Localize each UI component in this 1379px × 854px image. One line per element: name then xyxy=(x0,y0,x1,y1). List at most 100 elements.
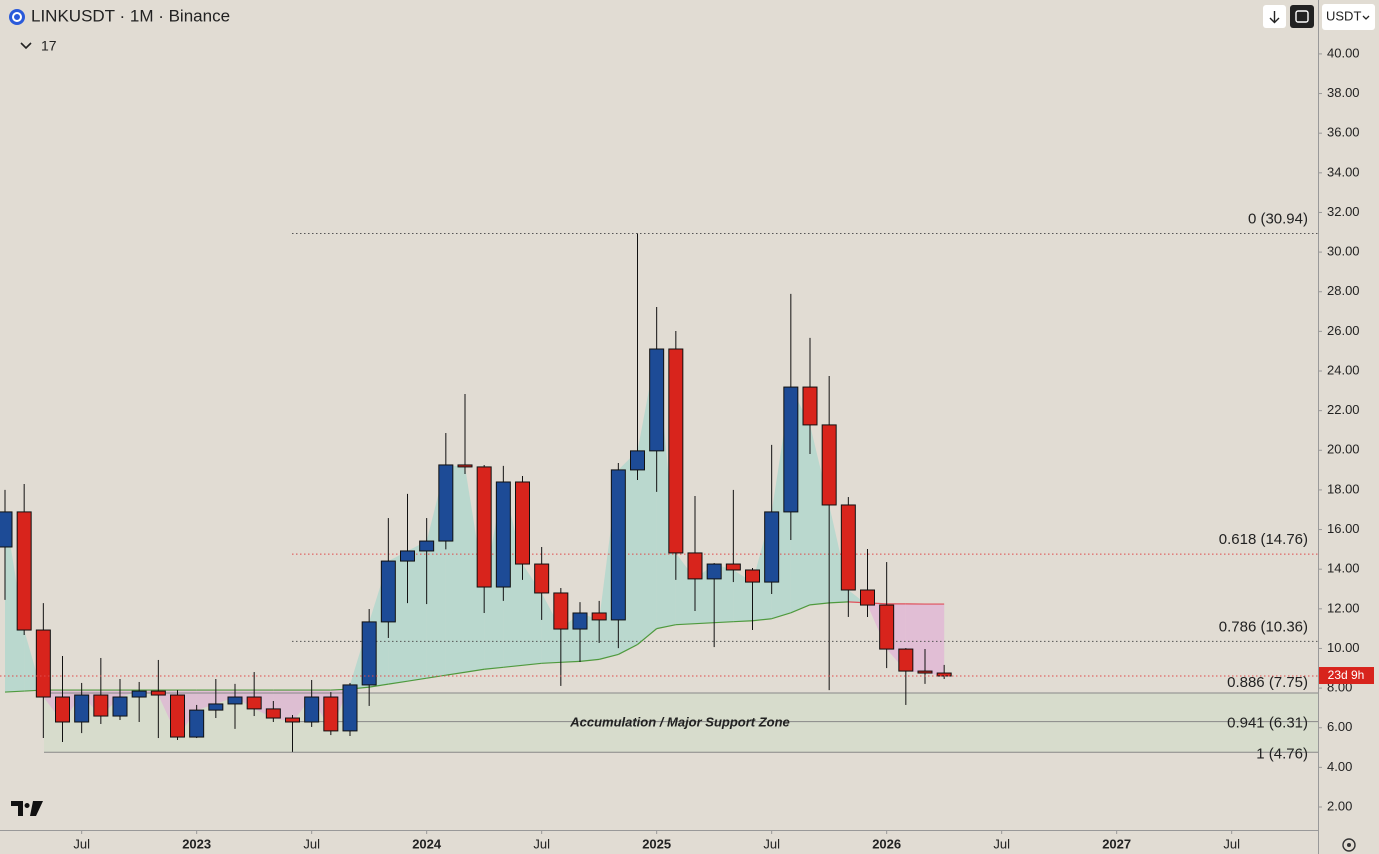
candle-body xyxy=(898,648,914,672)
countdown-label: 23d 9h xyxy=(1328,668,1365,682)
candle-body xyxy=(649,348,665,452)
y-tick-label: 4.00 xyxy=(1327,759,1352,774)
ma-line xyxy=(618,643,638,655)
candle-body xyxy=(438,464,454,542)
symbol-logo xyxy=(9,9,25,25)
candle-body xyxy=(131,690,147,698)
fib-level-label: 0.618 (14.76) xyxy=(1219,531,1308,548)
y-tick-label: 24.00 xyxy=(1327,362,1360,377)
candle-body xyxy=(0,511,13,548)
ma-line xyxy=(541,661,561,664)
settings-button[interactable] xyxy=(1342,838,1356,852)
candle-body xyxy=(879,604,895,650)
ma-line xyxy=(752,618,772,622)
indicator-toggle[interactable] xyxy=(20,42,32,50)
ma-cloud xyxy=(465,466,485,673)
ma-line xyxy=(464,668,485,673)
symbol-title[interactable]: LINKUSDT · 1M · Binance xyxy=(31,6,230,25)
ma-line xyxy=(714,621,734,624)
candle-body xyxy=(572,612,588,630)
x-tick-label: Jul xyxy=(73,836,90,851)
candle-body xyxy=(150,690,166,696)
ma-line xyxy=(637,628,658,645)
tv-logo xyxy=(11,801,43,816)
ma-cloud xyxy=(810,424,830,605)
plot: 0 (30.94) 0.618 (14.76) 0.786 (10.36) 0.886… xyxy=(0,210,1318,762)
x-tick-label: Jul xyxy=(993,836,1010,851)
y-tick-label: 40.00 xyxy=(1327,45,1360,60)
y-tick-label: 6.00 xyxy=(1327,719,1352,734)
ma-line xyxy=(733,620,753,623)
symbol-logo-mark xyxy=(12,12,22,22)
candle-body xyxy=(265,708,281,719)
candle-body xyxy=(112,696,128,717)
x-tick-label: Jul xyxy=(763,836,780,851)
zone-annotation: Accumulation / Major Support Zone xyxy=(569,714,790,729)
candle-body xyxy=(246,696,262,710)
y-tick-label: 22.00 xyxy=(1327,402,1360,417)
ma-cloud xyxy=(541,592,561,664)
fib-level-label: 0.941 (6.31) xyxy=(1227,715,1308,732)
candle-body xyxy=(304,696,320,723)
ma-cloud xyxy=(733,569,753,622)
candle-body xyxy=(764,511,780,583)
y-tick-label: 18.00 xyxy=(1327,481,1360,496)
x-tick-label: Jul xyxy=(533,836,550,851)
candle-body xyxy=(802,386,818,426)
countdown-badge xyxy=(1319,667,1374,685)
candle-body xyxy=(495,481,511,588)
ma-line xyxy=(675,623,696,626)
candle-body xyxy=(74,694,90,723)
candle-body xyxy=(591,612,607,621)
candle-body xyxy=(534,563,550,594)
ma-line xyxy=(484,666,504,670)
ma-line xyxy=(790,604,811,614)
currency-button[interactable] xyxy=(1322,4,1375,30)
candle-body xyxy=(380,560,396,623)
y-tick-label: 16.00 xyxy=(1327,521,1360,536)
ma-line xyxy=(388,680,408,685)
candle-body xyxy=(687,552,703,580)
ma-line xyxy=(445,671,466,676)
candle-body xyxy=(419,540,435,552)
candle-body xyxy=(630,450,645,471)
candle-body xyxy=(783,386,799,513)
x-tick-label: 2024 xyxy=(412,836,442,851)
ma-line xyxy=(522,662,542,666)
candle-body xyxy=(917,670,933,674)
y-tick-label: 30.00 xyxy=(1327,244,1360,259)
ma-line xyxy=(694,622,715,625)
download-icon xyxy=(1269,11,1280,24)
ma-line xyxy=(656,624,676,630)
indicator-count[interactable]: 17 xyxy=(41,38,57,54)
candle-body xyxy=(361,621,377,686)
fib-level-label: 0 (30.94) xyxy=(1248,210,1308,227)
y-tick-label: 34.00 xyxy=(1327,164,1360,179)
layout-icon xyxy=(1295,10,1309,23)
x-tick-label: 2027 xyxy=(1102,836,1131,851)
x-tick-label: Jul xyxy=(303,836,320,851)
y-tick-label: 38.00 xyxy=(1327,85,1360,100)
ma-line xyxy=(4,690,25,693)
candle-body xyxy=(668,348,684,554)
ma-line xyxy=(829,601,849,604)
ma-line xyxy=(503,664,523,668)
candle-body xyxy=(323,696,339,732)
candle-body xyxy=(840,504,856,591)
ma-cloud xyxy=(675,552,695,625)
currency-label: USDT xyxy=(1326,8,1361,23)
candle-body xyxy=(189,709,205,738)
fib-level-label: 1 (4.76) xyxy=(1256,745,1308,762)
y-tick-label: 12.00 xyxy=(1327,600,1360,615)
ma-line xyxy=(599,653,619,660)
candle-body xyxy=(553,592,569,630)
y-tick-label: 36.00 xyxy=(1327,125,1360,140)
ma-cloud xyxy=(407,541,427,682)
x-tick-label: 2025 xyxy=(642,836,671,851)
layout-button[interactable] xyxy=(1290,5,1314,28)
ma-line xyxy=(407,677,427,682)
candle-body xyxy=(476,466,492,588)
ma-cloud xyxy=(5,511,25,693)
y-tick-label: 10.00 xyxy=(1327,640,1360,655)
y-tick-label: 32.00 xyxy=(1327,204,1360,219)
